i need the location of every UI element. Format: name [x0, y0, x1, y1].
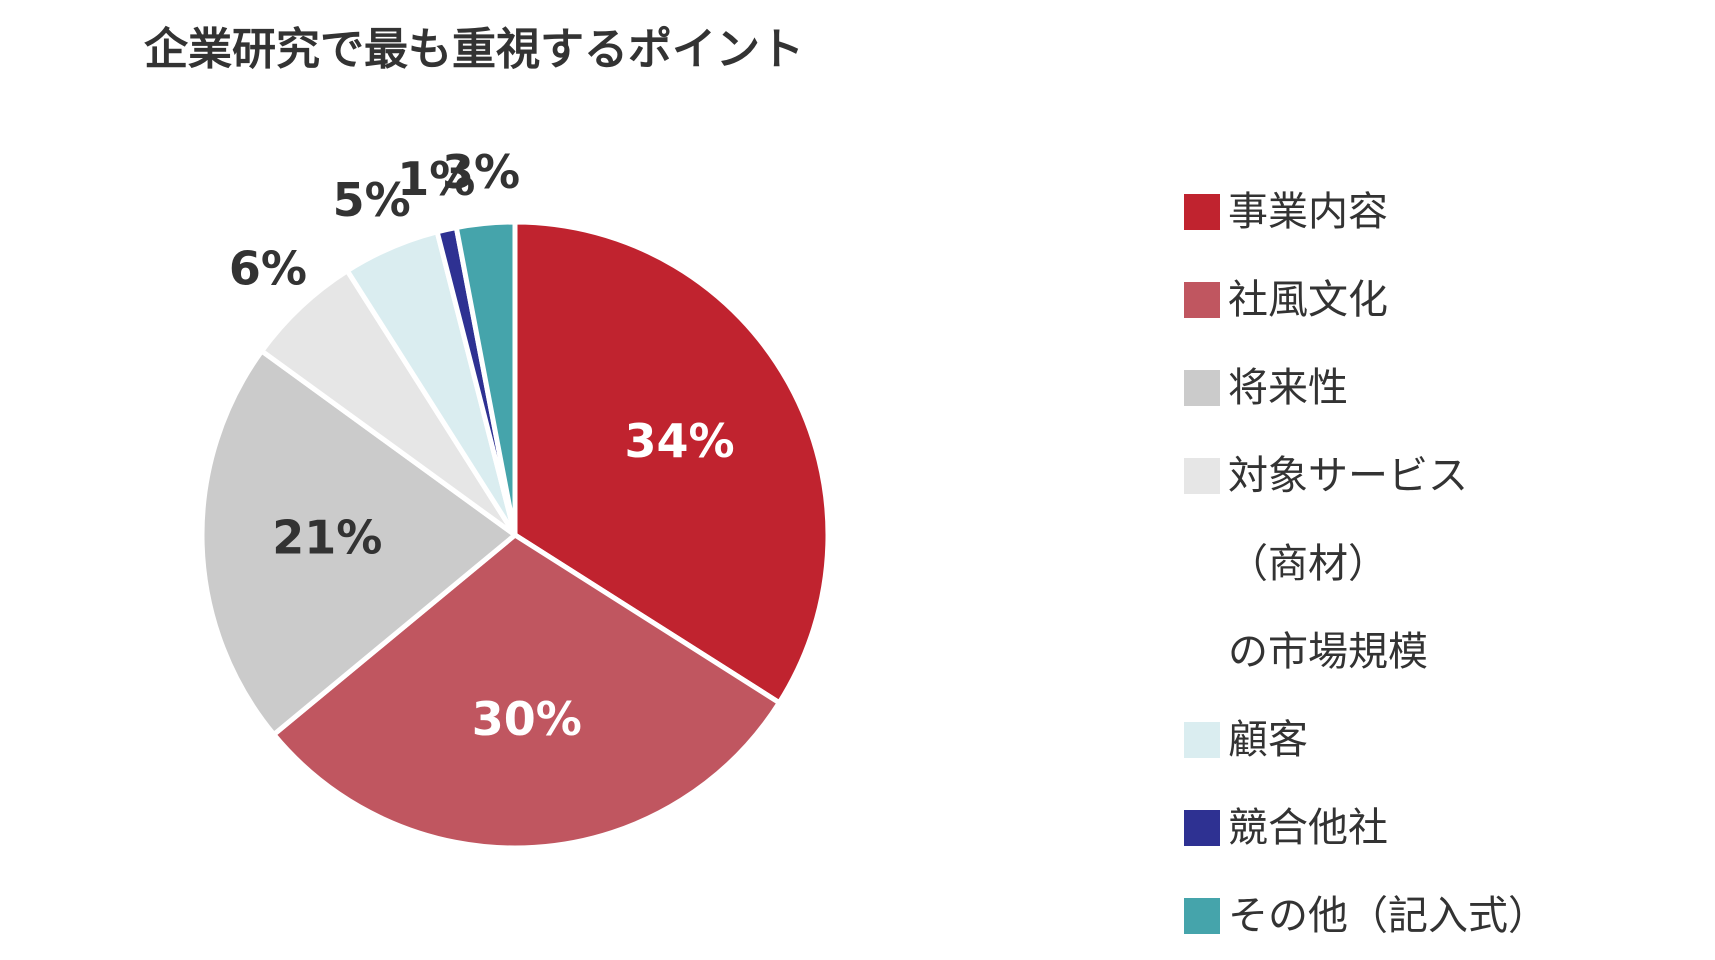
chart: 企業研究で最も重視するポイント 34% 30% 21% 6% 5%1%3% — [144, 24, 828, 851]
page: 企業研究で最も重視するポイント 34% 30% 21% 6% 5% 1% 3% 事業内容社風… — [144, 24, 1548, 939]
legend-label: 競合他社 — [1228, 805, 1388, 851]
chart-title: 企業研究で最も重視するポイント — [144, 24, 804, 75]
legend-label: 事業内容 — [1228, 189, 1388, 235]
legend-item: 顧客 — [1184, 696, 1584, 784]
data-label: 3% — [442, 145, 520, 199]
pie-slice — [199, 347, 520, 739]
legend-item: 競合他社 — [1184, 784, 1584, 872]
legend-label: 顧客 — [1228, 717, 1308, 763]
data-label: 6% — [229, 241, 307, 295]
legend-swatch — [1184, 722, 1220, 758]
legend-label: その他（記入式） — [1228, 893, 1548, 939]
data-label: 1% — [397, 152, 475, 206]
legend-item: 事業内容 — [1184, 168, 1584, 256]
legend-label: 社風文化 — [1228, 277, 1388, 323]
pie-slice — [453, 219, 518, 536]
legend: 事業内容社風文化将来性対象サービス（商材）の市場規模顧客競合他社その他（記入式） — [1184, 168, 1584, 960]
legend-swatch — [1184, 370, 1220, 406]
data-label: 21% — [272, 510, 382, 564]
legend-swatch — [1184, 282, 1220, 318]
pie-slice — [270, 531, 783, 851]
legend-swatch — [1184, 898, 1220, 934]
data-label: 34% — [625, 414, 735, 468]
legend-swatch — [1184, 810, 1220, 846]
legend-swatch — [1184, 194, 1220, 230]
legend-item: その他（記入式） — [1184, 872, 1584, 960]
legend-swatch — [1184, 458, 1220, 494]
legend-item: 社風文化 — [1184, 256, 1584, 344]
legend-item: 将来性 — [1184, 344, 1584, 432]
legend-label: 対象サービス（商材）の市場規模 — [1228, 453, 1468, 675]
data-label: 5% — [333, 173, 411, 227]
legend-item: 対象サービス（商材）の市場規模 — [1184, 432, 1584, 696]
legend-label: 将来性 — [1228, 365, 1348, 411]
data-label: 30% — [472, 692, 582, 746]
